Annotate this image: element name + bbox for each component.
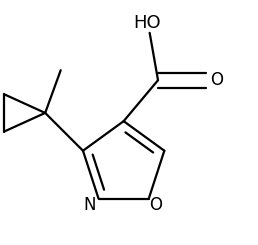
Text: N: N [83,196,95,214]
Text: O: O [149,196,162,214]
Text: O: O [210,71,223,89]
Text: HO: HO [133,14,161,32]
